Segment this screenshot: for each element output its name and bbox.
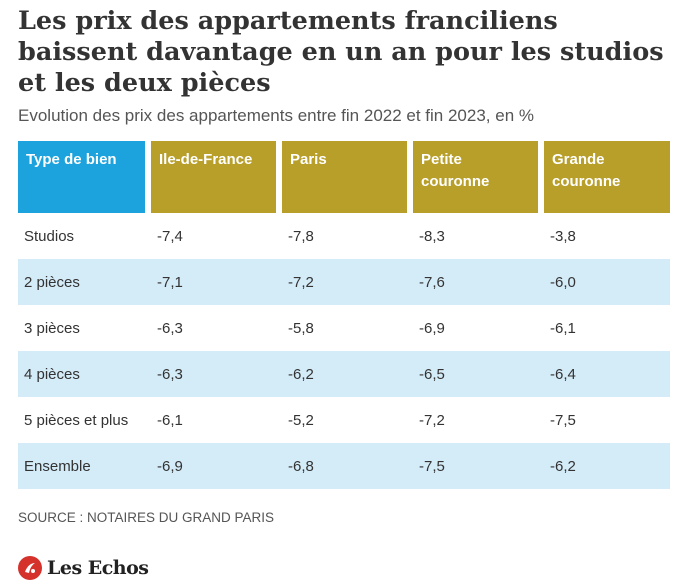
header-grande-couronne: Grande couronne	[544, 141, 670, 213]
table-cell: -7,4	[157, 227, 183, 245]
table-cell: -6,3	[151, 351, 282, 397]
table-cell: -3,8	[550, 227, 576, 245]
table-cell: -6,8	[282, 443, 413, 489]
table-row: 4 pièces -6,3 -6,2 -6,5 -6,4	[18, 351, 670, 397]
logo-text: Les Echos	[47, 557, 149, 579]
table-cell: -6,9	[419, 319, 445, 337]
table-cell: -6,9	[151, 443, 282, 489]
header-ile-de-france: Ile-de-France	[151, 141, 282, 213]
table-row: 3 pièces -6,3 -5,8 -6,9 -6,1	[18, 305, 670, 351]
table-cell: -8,3	[419, 227, 445, 245]
table-cell: -7,5	[550, 411, 576, 429]
table-cell: -6,2	[544, 443, 670, 489]
row-label: Ensemble	[18, 443, 151, 489]
table-cell: -5,2	[288, 411, 314, 429]
table-cell: -6,1	[550, 319, 576, 337]
table-cell: -6,3	[157, 319, 183, 337]
price-table: Type de bien Ile-de-France Paris Petite …	[18, 141, 670, 489]
table-cell: -5,8	[288, 319, 314, 337]
table-header-row: Type de bien Ile-de-France Paris Petite …	[18, 141, 670, 213]
table-row: Ensemble -6,9 -6,8 -7,5 -6,2	[18, 443, 670, 489]
chart-title: Les prix des appartements franciliens ba…	[18, 6, 664, 98]
table-cell: -6,4	[544, 351, 670, 397]
les-echos-logo-icon	[18, 556, 42, 580]
table-cell: -6,5	[413, 351, 544, 397]
table-row: Studios -7,4 -7,8 -8,3 -3,8	[18, 213, 670, 259]
header-petite-couronne: Petite couronne	[413, 141, 544, 213]
chart-subtitle: Evolution des prix des appartements entr…	[18, 106, 534, 125]
row-label: 4 pièces	[18, 351, 151, 397]
table-cell: -6,2	[282, 351, 413, 397]
row-label: 5 pièces et plus	[24, 411, 129, 429]
header-paris: Paris	[282, 141, 413, 213]
table-cell: -7,2	[419, 411, 445, 429]
les-echos-logo: Les Echos	[18, 554, 149, 582]
table-cell: -7,5	[413, 443, 544, 489]
table-row: 5 pièces et plus -6,1 -5,2 -7,2 -7,5	[18, 397, 670, 443]
header-type: Type de bien	[18, 141, 151, 213]
table-cell: -7,1	[151, 259, 282, 305]
table-cell: -7,6	[413, 259, 544, 305]
table-cell: -6,1	[157, 411, 183, 429]
table-cell: -7,8	[288, 227, 314, 245]
source-note: SOURCE : NOTAIRES DU GRAND PARIS	[18, 510, 275, 525]
row-label: 2 pièces	[18, 259, 151, 305]
table-cell: -7,2	[282, 259, 413, 305]
row-label: 3 pièces	[24, 319, 80, 337]
table-cell: -6,0	[544, 259, 670, 305]
row-label: Studios	[24, 227, 75, 245]
table-row: 2 pièces -7,1 -7,2 -7,6 -6,0	[18, 259, 670, 305]
